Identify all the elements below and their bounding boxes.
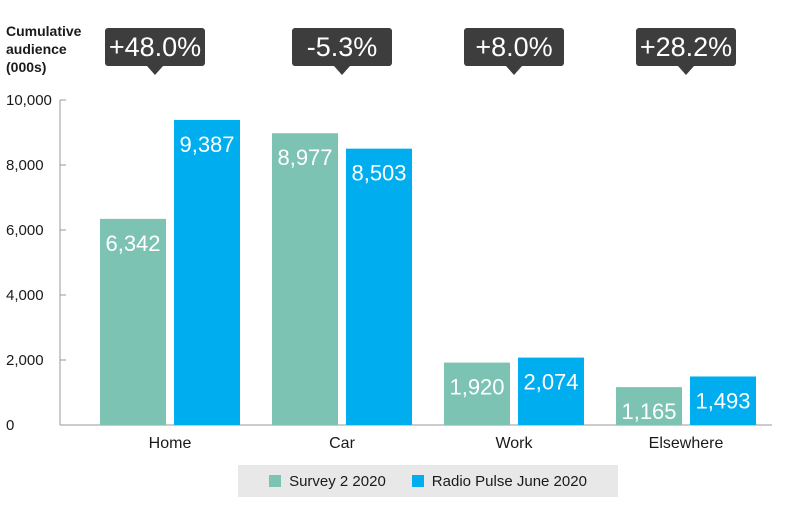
x-tick-label: Elsewhere [649, 435, 724, 452]
bar [690, 376, 756, 425]
bar [518, 357, 584, 425]
x-tick-label: Home [149, 435, 192, 452]
bar-value-label: 8,977 [277, 145, 332, 170]
y-tick-label: 0 [6, 417, 14, 434]
bar-value-label: 9,387 [179, 132, 234, 157]
bar-value-label: 2,074 [523, 370, 578, 395]
y-tick-label: 8,000 [6, 157, 44, 174]
x-tick-label: Car [329, 435, 355, 452]
legend: Survey 2 2020 Radio Pulse June 2020 [238, 465, 618, 497]
bar-value-label: 1,920 [449, 375, 504, 400]
bar [174, 119, 240, 426]
y-tick-label: 2,000 [6, 352, 44, 369]
legend-item-radio-pulse: Radio Pulse June 2020 [411, 472, 587, 490]
legend-label: Radio Pulse June 2020 [431, 472, 587, 490]
y-axis-title-line: (000s) [6, 59, 47, 75]
bar [616, 387, 682, 425]
bar-value-label: 1,165 [621, 399, 676, 424]
y-axis-title-line: Cumulative [6, 23, 82, 39]
y-axis-title: Cumulative audience (000s) [6, 22, 106, 76]
legend-swatch [269, 475, 282, 487]
legend-label: Survey 2 2020 [289, 472, 386, 490]
bar-value-label: 1,493 [695, 388, 750, 413]
legend-swatch [411, 475, 424, 487]
bar [100, 218, 166, 425]
y-tick-label: 4,000 [6, 287, 44, 304]
y-tick-label: 6,000 [6, 222, 44, 239]
bar-value-label: 6,342 [105, 231, 160, 256]
change-callout: +28.2% [636, 28, 736, 75]
change-callout: -5.3% [292, 28, 392, 75]
bar [272, 133, 338, 425]
legend-item-survey: Survey 2 2020 [269, 473, 386, 490]
change-callout: +48.0% [105, 28, 205, 75]
bar [444, 362, 510, 425]
y-tick-label: 10,000 [6, 92, 52, 109]
y-axis-title-line: audience [6, 41, 67, 57]
change-callout: +8.0% [464, 28, 564, 75]
bar-chart: 0 2,000 4,000 6,000 8,000 10,000 6,342 9,387 Hom… [6, 92, 772, 452]
bar-value-label: 8,503 [351, 161, 406, 186]
bar [346, 148, 412, 425]
x-tick-label: Work [495, 435, 533, 452]
